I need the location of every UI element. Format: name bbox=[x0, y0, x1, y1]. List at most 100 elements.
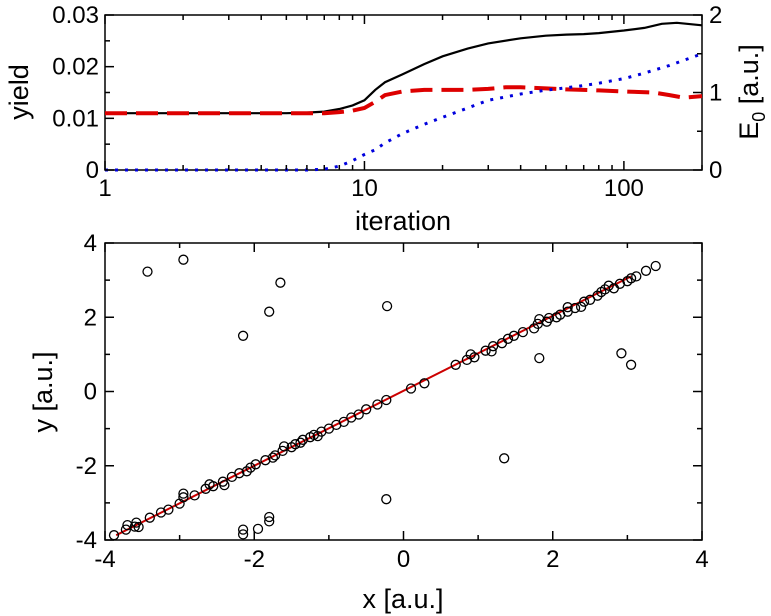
bottom-x-tick-label: 0 bbox=[397, 546, 410, 573]
scatter-point bbox=[517, 326, 529, 338]
scatter-point bbox=[237, 529, 249, 540]
y2-label-main: E bbox=[734, 122, 764, 140]
bottom-y-tick-label: 4 bbox=[84, 230, 97, 257]
top-y-tick-label: 0.03 bbox=[52, 2, 99, 29]
top-x-tick-label: 100 bbox=[604, 175, 644, 202]
bottom-y-axis-label: y [a.u.] bbox=[28, 351, 58, 432]
bottom-scatter-plot: -4 -2 0 2 4 -4 -2 0 2 4 x [a.u.] y [a.u.] bbox=[28, 230, 709, 614]
scatter-point bbox=[144, 512, 155, 523]
scatter-point bbox=[237, 330, 249, 341]
scatter-point bbox=[264, 511, 275, 523]
scatter-point bbox=[353, 409, 364, 420]
top-x-tick-label: 10 bbox=[351, 175, 378, 202]
scatter-point bbox=[592, 290, 603, 301]
scatter-point bbox=[405, 383, 417, 394]
scatter-point bbox=[575, 301, 587, 313]
scatter-point bbox=[534, 352, 545, 364]
scatter-point bbox=[133, 521, 144, 533]
top-series-line-1 bbox=[105, 85, 703, 116]
scatter-point bbox=[178, 254, 189, 265]
scatter-point bbox=[241, 466, 252, 477]
scatter-point bbox=[278, 441, 290, 452]
top-series-group bbox=[105, 21, 703, 172]
scatter-point bbox=[267, 452, 279, 463]
scatter-point bbox=[603, 280, 614, 291]
scatter-point bbox=[250, 459, 261, 470]
bottom-x-tick-label: 4 bbox=[695, 546, 708, 573]
bottom-x-tick-label: -2 bbox=[244, 546, 265, 573]
bottom-y-tick-label: 2 bbox=[84, 304, 97, 331]
scatter-point bbox=[480, 345, 491, 356]
top-y-tick-label: 0 bbox=[86, 157, 99, 184]
scatter-point bbox=[120, 524, 132, 535]
scatter-point bbox=[252, 523, 264, 535]
bottom-y-tick-label: -2 bbox=[76, 453, 97, 480]
scatter-point bbox=[569, 302, 581, 314]
scatter-point bbox=[361, 404, 372, 415]
scatter-point bbox=[487, 341, 499, 352]
scatter-point bbox=[419, 378, 430, 389]
scatter-point bbox=[381, 394, 392, 406]
scatter-point bbox=[269, 450, 281, 461]
top-series-line-0 bbox=[105, 21, 703, 115]
top-y2-tick-label: 1 bbox=[709, 80, 722, 107]
scatter-point bbox=[640, 265, 652, 276]
scatter-point bbox=[469, 352, 480, 363]
scatter-point bbox=[163, 504, 174, 515]
top-y-tick-label: 0.02 bbox=[52, 54, 99, 81]
scatter-point bbox=[208, 481, 219, 492]
scatter-point bbox=[178, 488, 189, 499]
scatter-point bbox=[260, 455, 271, 466]
scatter-point bbox=[237, 524, 249, 535]
y2-label-subscript: 0 bbox=[749, 112, 769, 122]
scatter-point bbox=[381, 300, 393, 312]
scatter-point bbox=[616, 348, 627, 359]
scatter-point bbox=[450, 359, 461, 370]
scatter-point bbox=[142, 266, 153, 277]
scatter-point bbox=[631, 271, 642, 282]
scatter-point bbox=[245, 462, 256, 473]
scatter-point bbox=[562, 302, 573, 313]
top-y-tick-label: 0.01 bbox=[52, 105, 99, 132]
scatter-point bbox=[290, 439, 301, 450]
scatter-point bbox=[275, 277, 286, 288]
scatter-point bbox=[508, 330, 520, 341]
bottom-x-tick-label: 2 bbox=[546, 546, 559, 573]
scatter-point bbox=[234, 468, 245, 479]
scatter-point bbox=[381, 494, 392, 505]
top-x-axis-label: iteration bbox=[355, 206, 451, 236]
bottom-y-tick-label: -4 bbox=[76, 527, 97, 554]
scatter-point bbox=[650, 260, 661, 272]
scatter-point bbox=[178, 492, 189, 503]
scatter-point bbox=[277, 445, 288, 457]
scatter-point bbox=[219, 479, 230, 491]
bottom-x-axis-label: x [a.u.] bbox=[362, 584, 443, 614]
scatter-point bbox=[543, 312, 555, 324]
scatter-point bbox=[372, 399, 383, 410]
scatter-point bbox=[486, 346, 497, 357]
scatter-point bbox=[625, 273, 637, 284]
top-y2-axis-label: E0 [a.u.] bbox=[734, 44, 769, 140]
scatter-point bbox=[578, 296, 590, 307]
scatter-point bbox=[338, 416, 349, 428]
bottom-points-group bbox=[108, 254, 661, 541]
top-y2-tick-label: 2 bbox=[709, 2, 722, 29]
scatter-point bbox=[614, 278, 626, 289]
scatter-point bbox=[264, 306, 275, 317]
scatter-point bbox=[534, 313, 545, 325]
top-x-tick-label: 1 bbox=[98, 175, 111, 202]
top-series-line-2 bbox=[105, 52, 703, 172]
top-y-axis-label: yield bbox=[4, 64, 34, 120]
scatter-point bbox=[297, 434, 308, 445]
top-y2-tick-label: 0 bbox=[709, 157, 722, 184]
scatter-point bbox=[499, 453, 510, 464]
scatter-point bbox=[264, 516, 275, 527]
scatter-point bbox=[295, 437, 306, 448]
bottom-y-tick-label: 0 bbox=[84, 379, 97, 406]
scatter-point bbox=[502, 333, 514, 344]
bottom-ticks-group: -4 -2 0 2 4 -4 -2 0 2 4 bbox=[76, 230, 709, 573]
scatter-point bbox=[189, 490, 200, 501]
